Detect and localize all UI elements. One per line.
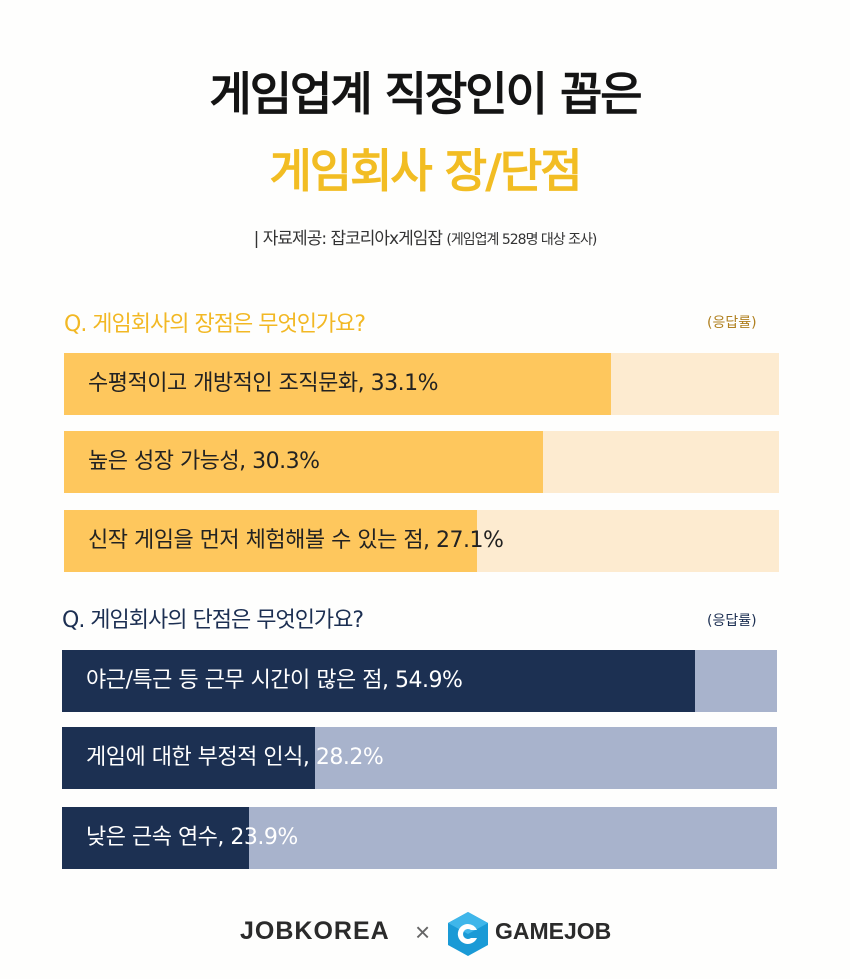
cons-bar-2: 게임에 대한 부정적 인식, 28.2% <box>62 727 777 789</box>
cons-bar-3: 낮은 근속 연수, 23.9% <box>62 807 777 869</box>
bar-label: 신작 게임을 먼저 체험해볼 수 있는 점, 27.1% <box>88 528 504 553</box>
title-line-2: 게임회사 장/단점 <box>269 144 582 198</box>
bar-fill <box>62 807 249 869</box>
cons-bar-1: 야근/특근 등 근무 시간이 많은 점, 54.9% <box>62 650 777 712</box>
cons-unit-label: (응답률) <box>707 613 757 629</box>
pros-bar-3: 신작 게임을 먼저 체험해볼 수 있는 점, 27.1% <box>64 510 779 572</box>
gamejob-hexagon-icon <box>448 912 488 956</box>
title-line-1: 게임업계 직장인이 꼽은 <box>209 67 642 121</box>
bar-fill <box>64 510 477 572</box>
cons-question: Q. 게임회사의 단점은 무엇인가요? <box>62 608 364 633</box>
separator-x: × <box>415 917 431 947</box>
bar-label: 높은 성장 가능성, 30.3% <box>88 449 320 474</box>
pros-unit-label: (응답률) <box>707 315 757 331</box>
bar-fill <box>62 650 695 712</box>
bar-label: 야근/특근 등 근무 시간이 많은 점, 54.9% <box>86 668 463 693</box>
pros-bar-2: 높은 성장 가능성, 30.3% <box>64 431 779 493</box>
bar-label: 게임에 대한 부정적 인식, 28.2% <box>86 745 384 770</box>
bar-fill <box>64 431 543 493</box>
gamejob-logo: GAMEJOB <box>495 918 612 944</box>
pros-question: Q. 게임회사의 장점은 무엇인가요? <box>64 312 366 337</box>
jobkorea-logo: JOBKOREA <box>240 917 390 945</box>
footer-logos: JOBKOREA × GAMEJOB <box>0 905 850 965</box>
source-caption: | 자료제공: 잡코리아x게임잡 (게임업계 528명 대상 조사) <box>0 224 850 249</box>
pros-bar-1: 수평적이고 개방적인 조직문화, 33.1% <box>64 353 779 415</box>
bar-fill <box>62 727 315 789</box>
bar-fill <box>64 353 611 415</box>
source-note: (게임업계 528명 대상 조사) <box>446 232 597 248</box>
source-text: | 자료제공: 잡코리아x게임잡 <box>253 229 443 249</box>
bar-label: 낮은 근속 연수, 23.9% <box>86 825 298 850</box>
bar-label: 수평적이고 개방적인 조직문화, 33.1% <box>88 371 438 396</box>
